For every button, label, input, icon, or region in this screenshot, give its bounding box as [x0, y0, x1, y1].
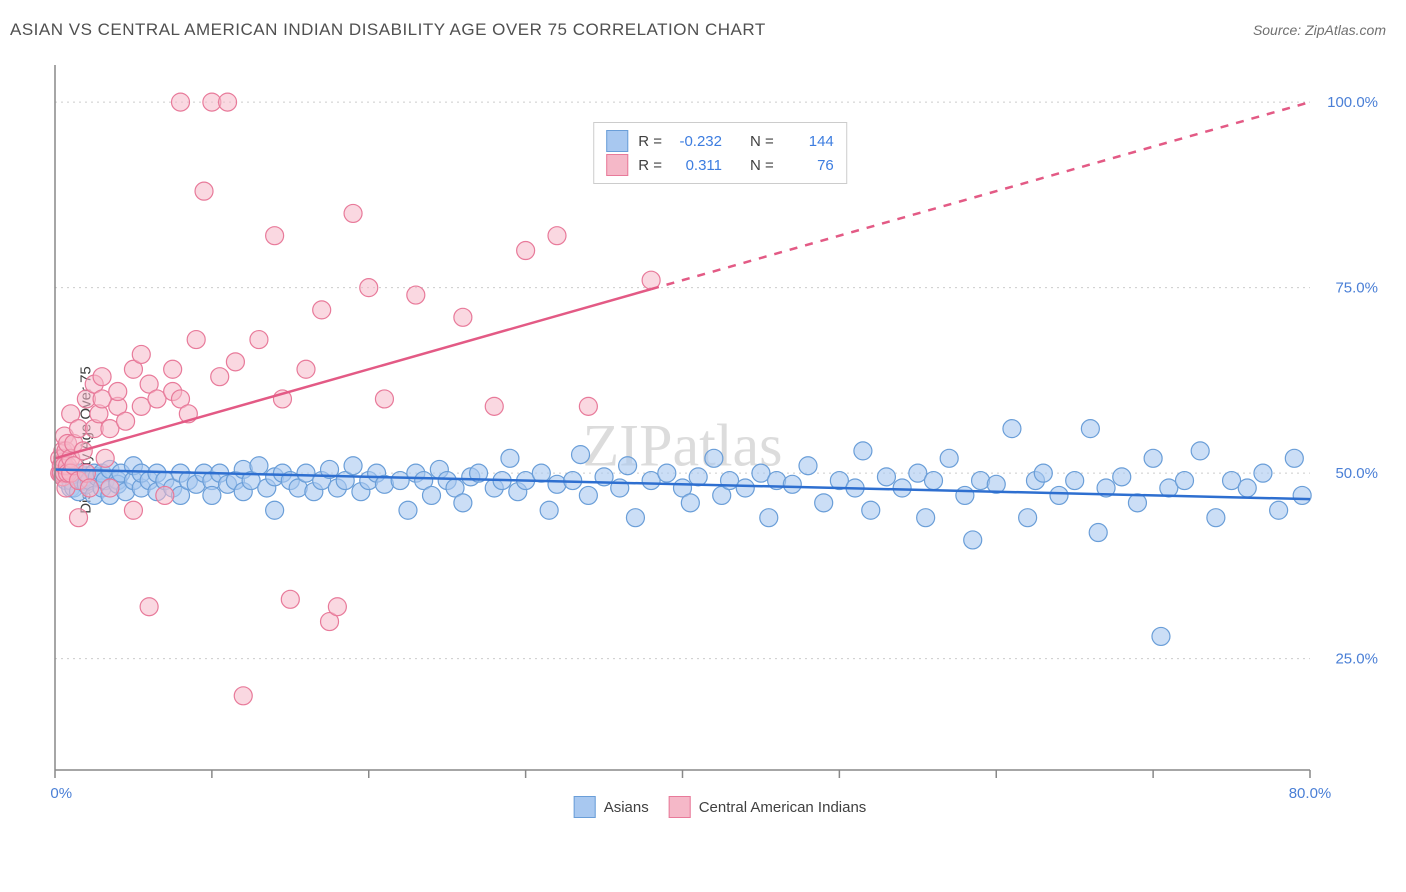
n-value-cai: 76 — [784, 157, 834, 174]
r-value-asians: -0.232 — [672, 133, 722, 150]
n-label: N = — [750, 133, 774, 150]
n-label: N = — [750, 157, 774, 174]
svg-text:50.0%: 50.0% — [1335, 465, 1378, 482]
chart-header: ASIAN VS CENTRAL AMERICAN INDIAN DISABIL… — [10, 20, 1396, 50]
r-label: R = — [638, 157, 662, 174]
swatch-cai — [669, 796, 691, 818]
legend-label-cai: Central American Indians — [699, 799, 867, 816]
swatch-asians — [574, 796, 596, 818]
r-label: R = — [638, 133, 662, 150]
series-legend: Asians Central American Indians — [574, 796, 867, 818]
svg-text:25.0%: 25.0% — [1335, 651, 1378, 668]
correlation-legend: R = -0.232 N = 144 R = 0.311 N = 76 — [593, 122, 847, 184]
legend-row-asians: R = -0.232 N = 144 — [606, 129, 834, 153]
r-value-cai: 0.311 — [672, 157, 722, 174]
legend-row-cai: R = 0.311 N = 76 — [606, 153, 834, 177]
svg-text:100.0%: 100.0% — [1327, 94, 1378, 111]
legend-item-cai: Central American Indians — [669, 796, 867, 818]
svg-text:75.0%: 75.0% — [1335, 280, 1378, 297]
source-label: Source: ZipAtlas.com — [1253, 22, 1386, 38]
swatch-cai — [606, 154, 628, 176]
n-value-asians: 144 — [784, 133, 834, 150]
chart-title: ASIAN VS CENTRAL AMERICAN INDIAN DISABIL… — [10, 20, 766, 39]
legend-item-asians: Asians — [574, 796, 649, 818]
legend-label-asians: Asians — [604, 799, 649, 816]
plot-area: Disability Age Over 75 25.0%50.0%75.0%10… — [50, 60, 1390, 820]
swatch-asians — [606, 130, 628, 152]
svg-text:80.0%: 80.0% — [1289, 785, 1332, 802]
svg-text:0.0%: 0.0% — [50, 785, 72, 802]
